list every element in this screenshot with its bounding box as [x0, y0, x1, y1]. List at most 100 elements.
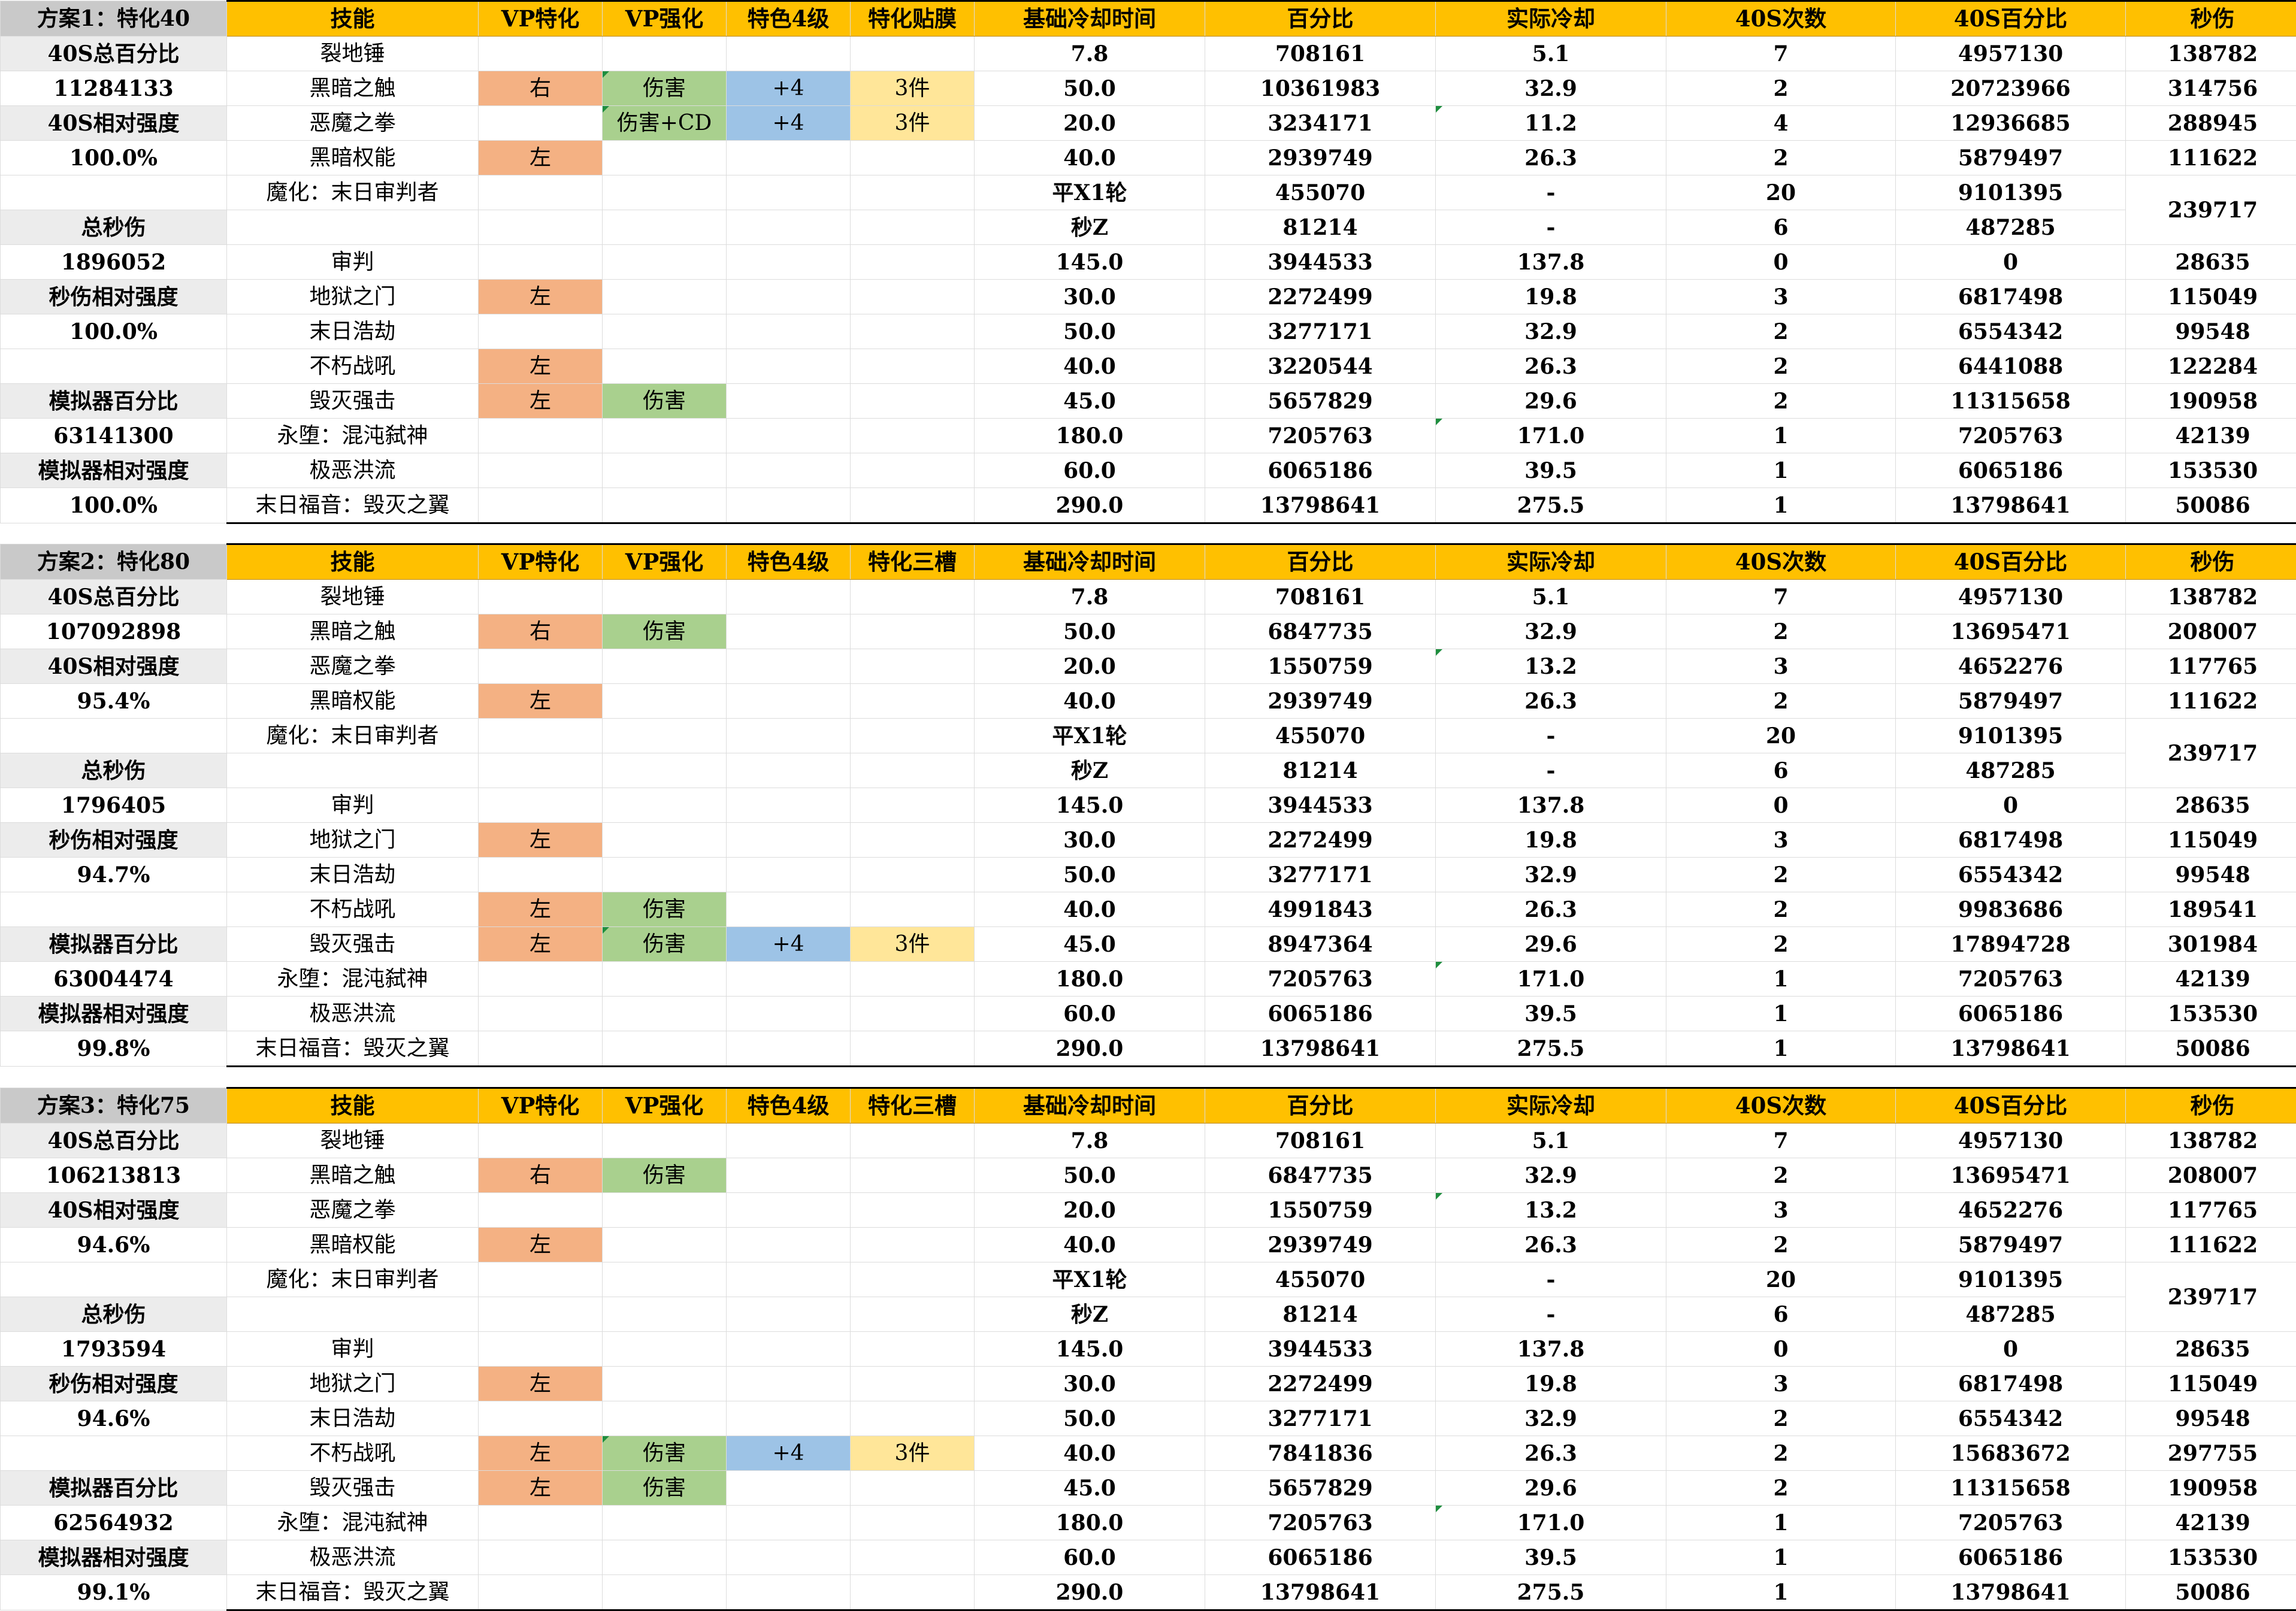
column-header[interactable]: 特色4级	[727, 1088, 851, 1124]
percent-cell[interactable]: 3944533	[1205, 245, 1436, 280]
summary-value[interactable]	[1, 175, 227, 210]
feature-slot-cell[interactable]	[851, 37, 975, 71]
percent-cell[interactable]: 3944533	[1205, 1332, 1436, 1367]
percent-cell[interactable]: 10361983	[1205, 71, 1436, 106]
vp-enhance-cell[interactable]: 伤害	[603, 71, 727, 106]
column-header[interactable]: 基础冷却时间	[975, 1088, 1205, 1124]
base-cooldown-cell[interactable]: 50.0	[975, 1401, 1205, 1436]
summary-label[interactable]: 40S总百分比	[1, 1124, 227, 1158]
vp-special-cell[interactable]	[479, 962, 603, 997]
skill-name[interactable]: 末日福音：毁灭之翼	[227, 488, 479, 523]
summary-label[interactable]: 总秒伤	[1, 753, 227, 788]
vp-special-cell[interactable]: 左	[479, 1228, 603, 1262]
vp-enhance-cell[interactable]: 伤害	[603, 614, 727, 649]
actual-cooldown-cell[interactable]: 26.3	[1436, 141, 1666, 175]
vp-enhance-cell[interactable]	[603, 453, 727, 488]
vp-enhance-cell[interactable]	[603, 349, 727, 384]
feature-level4-cell[interactable]: +4	[727, 71, 851, 106]
actual-cooldown-cell[interactable]: 275.5	[1436, 1575, 1666, 1610]
vp-enhance-cell[interactable]: 伤害	[603, 927, 727, 962]
column-header[interactable]: 实际冷却	[1436, 1, 1666, 37]
column-header[interactable]: 百分比	[1205, 544, 1436, 580]
base-cooldown-cell[interactable]: 145.0	[975, 788, 1205, 823]
summary-value[interactable]: 95.4%	[1, 684, 227, 719]
vp-enhance-cell[interactable]	[603, 488, 727, 523]
vp-enhance-cell[interactable]	[603, 245, 727, 280]
count-40s-cell[interactable]: 3	[1666, 823, 1896, 858]
feature-level4-cell[interactable]	[727, 314, 851, 349]
percent-cell[interactable]: 6065186	[1205, 1540, 1436, 1575]
percent-40s-cell[interactable]: 0	[1896, 788, 2126, 823]
vp-enhance-cell[interactable]	[603, 1297, 727, 1332]
percent-cell[interactable]: 2272499	[1205, 1367, 1436, 1401]
vp-enhance-cell[interactable]	[603, 1124, 727, 1158]
feature-level4-cell[interactable]	[727, 823, 851, 858]
vp-enhance-cell[interactable]	[603, 37, 727, 71]
percent-40s-cell[interactable]: 11315658	[1896, 1471, 2126, 1506]
feature-level4-cell[interactable]	[727, 649, 851, 684]
percent-40s-cell[interactable]: 15683672	[1896, 1436, 2126, 1471]
summary-label[interactable]: 40S总百分比	[1, 37, 227, 71]
percent-40s-cell[interactable]: 4957130	[1896, 1124, 2126, 1158]
dps-cell[interactable]: 99548	[2126, 1401, 2296, 1436]
vp-enhance-cell[interactable]: 伤害+CD	[603, 106, 727, 141]
actual-cooldown-cell[interactable]: 26.3	[1436, 684, 1666, 719]
feature-level4-cell[interactable]	[727, 1332, 851, 1367]
actual-cooldown-cell[interactable]: 32.9	[1436, 1158, 1666, 1193]
feature-level4-cell[interactable]	[727, 37, 851, 71]
vp-special-cell[interactable]	[479, 753, 603, 788]
vp-enhance-cell[interactable]: 伤害	[603, 1471, 727, 1506]
feature-slot-cell[interactable]	[851, 649, 975, 684]
summary-value[interactable]: 107092898	[1, 614, 227, 649]
base-cooldown-cell[interactable]: 平X1轮	[975, 1262, 1205, 1297]
skill-name[interactable]: 末日浩劫	[227, 1401, 479, 1436]
dps-cell[interactable]: 28635	[2126, 788, 2296, 823]
summary-value[interactable]: 63004474	[1, 962, 227, 997]
count-40s-cell[interactable]: 2	[1666, 684, 1896, 719]
actual-cooldown-cell[interactable]: 26.3	[1436, 892, 1666, 927]
dps-cell[interactable]: 138782	[2126, 1124, 2296, 1158]
feature-slot-cell[interactable]	[851, 280, 975, 314]
column-header[interactable]: 40S次数	[1666, 1088, 1896, 1124]
actual-cooldown-cell[interactable]: -	[1436, 1262, 1666, 1297]
base-cooldown-cell[interactable]: 秒Z	[975, 753, 1205, 788]
feature-slot-cell[interactable]	[851, 1401, 975, 1436]
feature-slot-cell[interactable]: 3件	[851, 1436, 975, 1471]
percent-cell[interactable]: 2939749	[1205, 684, 1436, 719]
base-cooldown-cell[interactable]: 秒Z	[975, 1297, 1205, 1332]
vp-special-cell[interactable]	[479, 453, 603, 488]
skill-name[interactable]: 不朽战吼	[227, 349, 479, 384]
column-header[interactable]: 秒伤	[2126, 1088, 2296, 1124]
percent-40s-cell[interactable]: 17894728	[1896, 927, 2126, 962]
vp-special-cell[interactable]	[479, 1401, 603, 1436]
column-header[interactable]: 百分比	[1205, 1088, 1436, 1124]
summary-value[interactable]	[1, 1436, 227, 1471]
feature-slot-cell[interactable]	[851, 823, 975, 858]
vp-special-cell[interactable]: 左	[479, 684, 603, 719]
vp-enhance-cell[interactable]: 伤害	[603, 384, 727, 419]
percent-cell[interactable]: 2272499	[1205, 280, 1436, 314]
column-header[interactable]: 百分比	[1205, 1, 1436, 37]
count-40s-cell[interactable]: 2	[1666, 1471, 1896, 1506]
feature-slot-cell[interactable]	[851, 1506, 975, 1540]
percent-40s-cell[interactable]: 487285	[1896, 1297, 2126, 1332]
vp-enhance-cell[interactable]	[603, 141, 727, 175]
percent-cell[interactable]: 6847735	[1205, 614, 1436, 649]
count-40s-cell[interactable]: 6	[1666, 210, 1896, 245]
feature-level4-cell[interactable]	[727, 488, 851, 523]
feature-slot-cell[interactable]	[851, 858, 975, 892]
summary-label[interactable]: 40S相对强度	[1, 106, 227, 141]
vp-enhance-cell[interactable]	[603, 1228, 727, 1262]
dps-cell[interactable]: 208007	[2126, 614, 2296, 649]
percent-cell[interactable]: 2939749	[1205, 1228, 1436, 1262]
feature-level4-cell[interactable]	[727, 384, 851, 419]
vp-special-cell[interactable]	[479, 314, 603, 349]
actual-cooldown-cell[interactable]: 13.2	[1436, 649, 1666, 684]
vp-enhance-cell[interactable]	[603, 997, 727, 1031]
summary-label[interactable]: 总秒伤	[1, 1297, 227, 1332]
dps-cell[interactable]: 301984	[2126, 927, 2296, 962]
vp-enhance-cell[interactable]	[603, 175, 727, 210]
count-40s-cell[interactable]: 6	[1666, 1297, 1896, 1332]
feature-level4-cell[interactable]	[727, 1124, 851, 1158]
dps-cell[interactable]: 115049	[2126, 1367, 2296, 1401]
